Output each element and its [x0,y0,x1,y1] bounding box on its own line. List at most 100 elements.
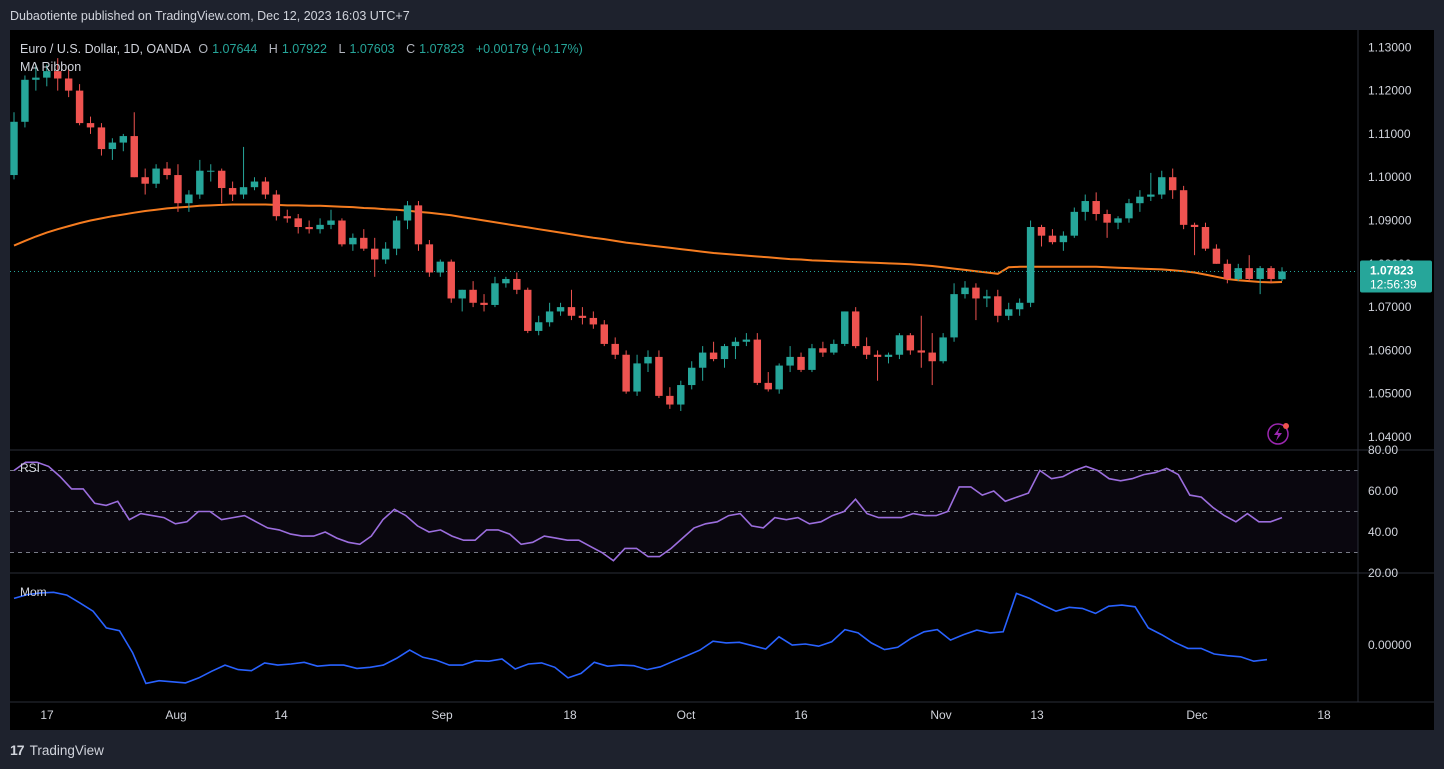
candle-body[interactable] [928,352,936,362]
candle-body[interactable] [567,307,576,316]
candle-body[interactable] [217,170,226,189]
candle-body[interactable] [917,350,925,353]
candle-body[interactable] [797,356,805,370]
candle-body[interactable] [633,363,641,392]
candle-body[interactable] [655,356,663,396]
candle-body[interactable] [1201,227,1210,249]
candle-body[interactable] [108,142,117,150]
candle-body[interactable] [349,237,357,245]
candle-body[interactable] [163,168,171,176]
candle-body[interactable] [972,287,980,299]
candle-body[interactable] [589,317,598,325]
candle-body[interactable] [239,187,248,195]
candle-body[interactable] [983,296,991,299]
candle-body[interactable] [502,278,510,284]
candle-body[interactable] [75,90,84,124]
candle-body[interactable] [261,181,270,195]
candle-body[interactable] [1147,194,1155,197]
candle-body[interactable] [32,77,40,80]
candle-body[interactable] [851,311,860,347]
candle-body[interactable] [1070,211,1079,236]
candle-body[interactable] [513,278,521,290]
candle-body[interactable] [906,335,915,351]
candle-body[interactable] [611,343,619,355]
candle-body[interactable] [425,244,434,273]
candle-body[interactable] [1212,248,1221,264]
candle-body[interactable] [305,227,313,230]
symbol-title[interactable]: Euro / U.S. Dollar, 1D, OANDA [20,42,191,56]
candle-body[interactable] [360,237,368,249]
mom-pane[interactable]: Mom [13,585,1268,685]
candle-body[interactable] [1015,302,1024,310]
candle-body[interactable] [381,248,390,260]
candle-body[interactable] [185,194,193,204]
candle-body[interactable] [556,307,565,312]
candle-body[interactable] [1092,201,1100,215]
candle-body[interactable] [294,218,302,228]
candle-body[interactable] [10,121,18,176]
candle-body[interactable] [578,315,587,318]
candle-body[interactable] [21,79,29,122]
candle-body[interactable] [1136,196,1144,204]
rsi-pane[interactable]: RSI [10,461,1358,562]
candle-body[interactable] [403,205,412,221]
candle-body[interactable] [709,352,718,360]
candle-body[interactable] [786,356,794,366]
candle-body[interactable] [622,354,630,392]
candle-body[interactable] [1245,268,1253,279]
candle-body[interactable] [731,341,740,347]
momentum-line[interactable] [13,591,1268,685]
candle-body[interactable] [764,382,772,390]
candle-body[interactable] [1125,203,1133,219]
candle-body[interactable] [64,78,73,91]
candle-body[interactable] [873,354,882,357]
candle-body[interactable] [1158,177,1166,195]
candle-body[interactable] [994,296,1002,316]
indicator-name[interactable]: MA Ribbon [20,60,82,74]
candle-body[interactable] [86,123,95,128]
candle-body[interactable] [775,365,783,390]
candle-body[interactable] [1234,268,1242,279]
candle-body[interactable] [152,168,160,184]
candle-body[interactable] [130,136,138,178]
chart-area[interactable]: RSI Mom 1.13000 1.12000 1.11000 1.10000 1.09… [10,30,1434,730]
candle-body[interactable] [1059,235,1068,243]
candle-body[interactable] [447,261,455,299]
candle-body[interactable] [436,261,445,273]
ma-ribbon-line[interactable] [13,203,1283,284]
candle-body[interactable] [600,324,608,344]
lightning-icon[interactable] [1267,423,1289,445]
candle-body[interactable] [283,216,291,219]
candle-body[interactable] [895,335,904,355]
candle-body[interactable] [961,287,969,295]
price-pane[interactable] [10,58,1358,445]
candle-body[interactable] [688,367,696,386]
candle-body[interactable] [272,194,281,217]
candle-body[interactable] [392,220,401,249]
candle-body[interactable] [1179,190,1188,225]
candle-body[interactable] [491,283,499,305]
candle-body[interactable] [316,224,324,230]
candle-body[interactable] [884,354,893,357]
candle-body[interactable] [534,322,543,331]
candle-body[interactable] [698,352,707,368]
candle-body[interactable] [1103,214,1111,223]
candle-body[interactable] [830,343,838,353]
candle-body[interactable] [414,205,423,245]
candle-body[interactable] [480,302,488,305]
candle-body[interactable] [808,348,816,370]
candle-body[interactable] [545,311,554,323]
candle-body[interactable] [207,170,215,172]
candle-body[interactable] [524,289,532,331]
candle-body[interactable] [1223,263,1232,279]
candle-body[interactable] [458,289,466,299]
candle-body[interactable] [43,71,51,78]
candle-body[interactable] [196,170,204,195]
candle-body[interactable] [1267,268,1275,279]
tradingview-logo[interactable]: 17 TradingView [10,742,104,758]
candle-body[interactable] [97,127,106,150]
candle-body[interactable] [1026,227,1035,303]
candle-body[interactable] [1190,224,1199,228]
candle-body[interactable] [862,346,871,355]
candle-body[interactable] [1114,218,1122,223]
